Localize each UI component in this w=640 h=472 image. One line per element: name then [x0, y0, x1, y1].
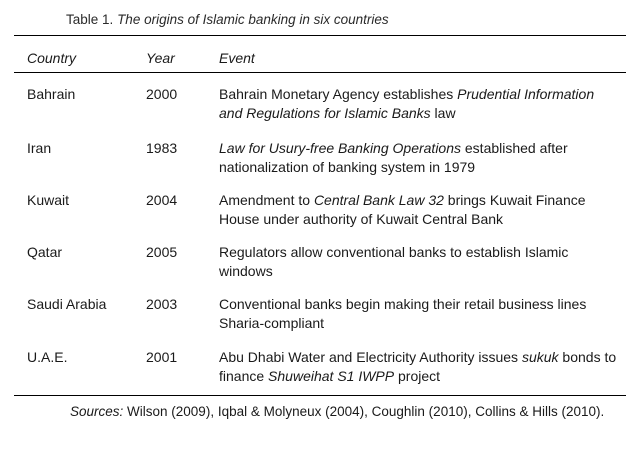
cell-country: Qatar — [27, 244, 63, 260]
column-header-event: Event — [219, 50, 255, 66]
cell-country: Saudi Arabia — [27, 296, 107, 312]
table-caption-title: The origins of Islamic banking in six co… — [117, 12, 389, 27]
event-text: Bahrain Monetary Agency establishes — [219, 86, 458, 102]
cell-event: Amendment to Central Bank Law 32 brings … — [219, 191, 619, 229]
cell-year: 2003 — [146, 296, 178, 312]
cell-year: 2004 — [146, 192, 178, 208]
cell-country: Bahrain — [27, 86, 76, 102]
cell-country: U.A.E. — [27, 349, 68, 365]
table-caption: Table 1. The origins of Islamic banking … — [66, 12, 389, 27]
event-text: established after nationalization of ban… — [219, 140, 568, 175]
event-text: Regulators allow conventional banks to e… — [219, 244, 569, 279]
event-italic-text: sukuk — [521, 349, 559, 365]
cell-year: 2001 — [146, 349, 178, 365]
cell-year: 1983 — [146, 140, 178, 156]
column-header-country: Country — [27, 50, 77, 66]
sources-text: Wilson (2009), Iqbal & Molyneux (2004), … — [123, 404, 605, 419]
cell-event: Conventional banks begin making their re… — [219, 295, 619, 333]
cell-event: Law for Usury-free Banking Operations es… — [219, 139, 619, 177]
event-italic-text: Prudential Information and Regulations f… — [219, 86, 595, 121]
event-text: Abu Dhabi Water and Electricity Authorit… — [219, 349, 522, 365]
event-italic-text: Shuweihat S1 IWPP — [268, 368, 395, 384]
cell-country: Iran — [27, 140, 52, 156]
table-caption-label: Table 1. — [66, 12, 114, 27]
sources-label: Sources: — [70, 404, 124, 419]
cell-event: Regulators allow conventional banks to e… — [219, 243, 619, 281]
cell-year: 2005 — [146, 244, 178, 260]
table-bottom-rule — [14, 395, 626, 396]
table-sources-note: Sources: Wilson (2009), Iqbal & Molyneux… — [70, 402, 630, 421]
event-text: project — [394, 368, 441, 384]
event-italic-text: Law for Usury-free Banking Operations — [219, 140, 461, 156]
column-header-year: Year — [146, 50, 175, 66]
table-header-rule — [14, 72, 626, 73]
event-text: Conventional banks begin making their re… — [219, 296, 587, 331]
cell-event: Bahrain Monetary Agency establishes Prud… — [219, 85, 619, 123]
event-text: bonds to finance — [219, 349, 617, 384]
cell-event: Abu Dhabi Water and Electricity Authorit… — [219, 348, 619, 386]
cell-country: Kuwait — [27, 192, 70, 208]
event-text: brings Kuwait Finance House under author… — [219, 192, 586, 227]
event-italic-text: Central Bank Law 32 — [313, 192, 444, 208]
event-text: law — [430, 105, 456, 121]
cell-year: 2000 — [146, 86, 178, 102]
event-text: Amendment to — [219, 192, 314, 208]
table-top-rule — [14, 35, 626, 36]
